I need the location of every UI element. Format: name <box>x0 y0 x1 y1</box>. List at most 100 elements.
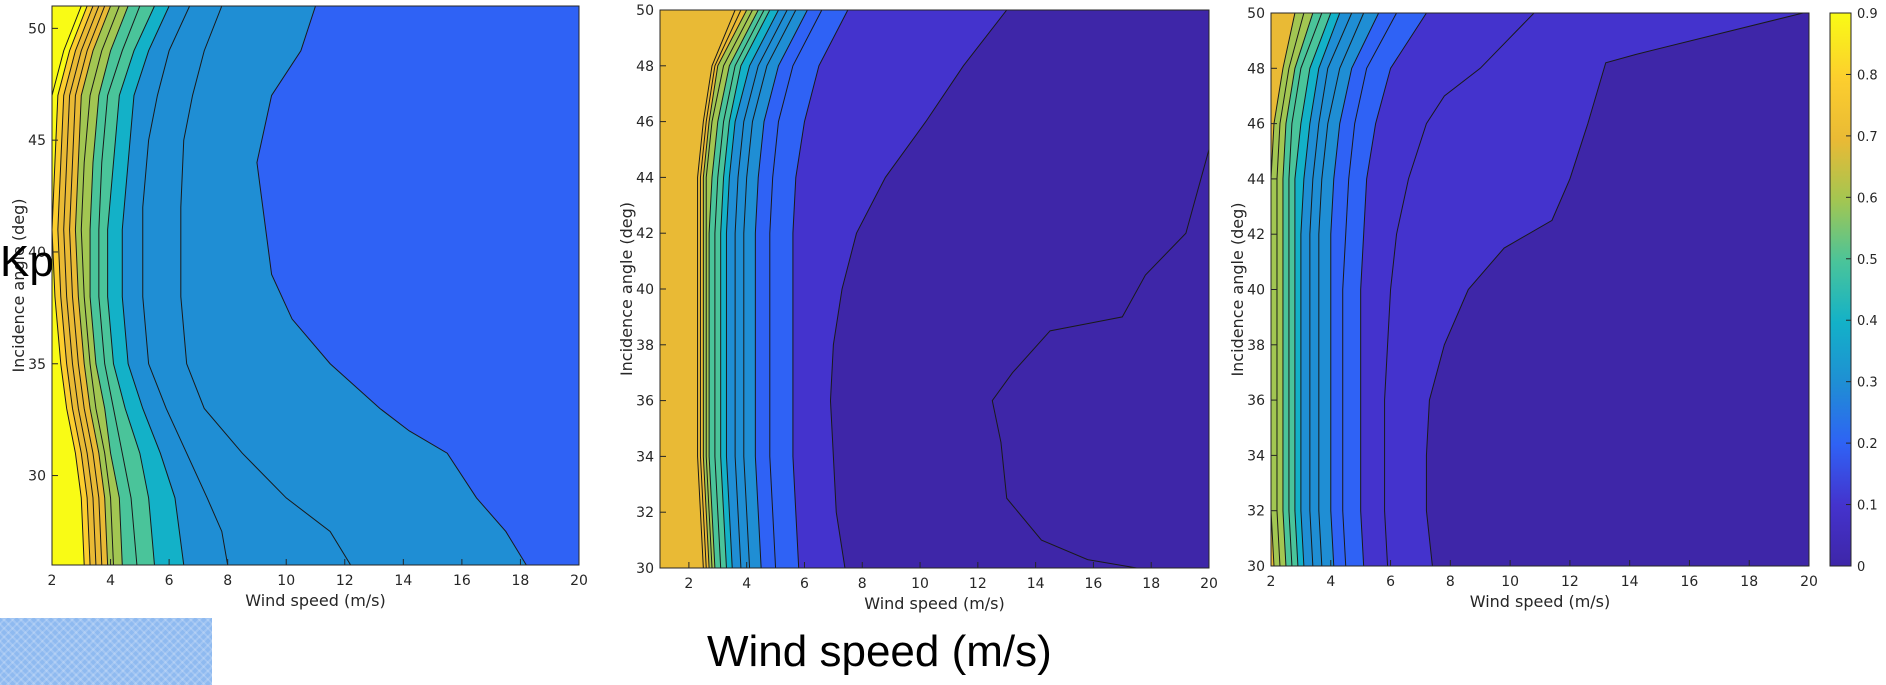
contour-line-0.8 <box>57 6 94 565</box>
contour-line-0.65 <box>702 10 748 568</box>
contour-line-0.85 <box>52 6 88 565</box>
contour-line-0.35 <box>734 10 788 568</box>
contour-line-0.25 <box>256 6 527 565</box>
y-tick-label: 50 <box>28 21 46 37</box>
colorbar-tick-label: 0.5 <box>1857 253 1878 268</box>
y-tick-label: 42 <box>636 226 654 242</box>
contour-line-0.55 <box>708 10 759 568</box>
colorbar-gradient <box>1829 12 1852 567</box>
y-tick-label: 46 <box>1247 117 1265 133</box>
colorbar-tick-label: 0.1 <box>1857 499 1878 514</box>
x-tick-label: 16 <box>453 573 471 589</box>
contour-lines <box>1271 13 1804 566</box>
y-tick-label: 48 <box>1247 61 1265 77</box>
y-axis-label: Incidence angle (deg) <box>9 198 28 372</box>
contour-line-0.3 <box>1318 13 1365 566</box>
contour-line-0.4 <box>121 6 185 565</box>
x-tick-label: 18 <box>1740 574 1758 590</box>
contour-fills <box>660 10 1209 568</box>
colorbar-tick-label: 0.2 <box>1857 437 1878 452</box>
y-tick-label: 36 <box>636 394 654 410</box>
contour-line-0.15 <box>792 10 849 568</box>
x-axis-label: Wind speed (m/s) <box>245 591 386 610</box>
contour-line-0.2 <box>1342 13 1397 566</box>
figure-xlabel: Wind speed (m/s) <box>707 627 1052 676</box>
figure-ylabel-kp: Kp <box>0 237 54 286</box>
contour-line-0.55 <box>89 6 129 565</box>
y-tick-label: 30 <box>1247 559 1265 575</box>
contour-fills <box>52 6 579 565</box>
x-tick-label: 8 <box>1446 574 1455 590</box>
contour-line-0.75 <box>63 6 100 565</box>
contour-line-0.05 <box>1425 13 1804 566</box>
contour-line-0.4 <box>725 10 779 568</box>
contour-band-0.9 <box>52 6 82 565</box>
contour-band-0.85 <box>52 6 88 565</box>
contour-line-0.7 <box>699 10 742 568</box>
x-tick-label: 4 <box>106 573 115 589</box>
contour-line-0.25 <box>1330 13 1380 566</box>
contour-line-0.35 <box>142 6 229 565</box>
colorbar-tick-label: 0.4 <box>1857 314 1878 329</box>
contour-line-0.7 <box>69 6 106 565</box>
x-tick-label: 10 <box>1501 574 1519 590</box>
decorative-tile <box>0 618 212 685</box>
x-tick-label: 8 <box>223 573 232 589</box>
contour-line-0.65 <box>1271 13 1296 566</box>
contour-line-0.25 <box>754 10 808 568</box>
x-tick-label: 10 <box>911 576 929 592</box>
y-tick-label: 35 <box>28 357 46 373</box>
contour-line-0.2 <box>769 10 823 568</box>
y-axis-label: Incidence angle (deg) <box>617 202 636 376</box>
contour-line-0.1 <box>829 10 1008 568</box>
contour-line-0.65 <box>74 6 112 565</box>
contour-plot-panel-2: 2 4 6 8 10 12 14 16 18 203032343638404244464850Wi… <box>617 3 1218 613</box>
contour-line-0.35 <box>1309 13 1353 566</box>
x-tick-label: 16 <box>1085 576 1103 592</box>
x-tick-label: 18 <box>512 573 530 589</box>
x-tick-label: 16 <box>1681 574 1699 590</box>
x-tick-label: 2 <box>684 576 693 592</box>
x-tick-label: 12 <box>1561 574 1579 590</box>
x-tick-label: 4 <box>742 576 751 592</box>
contour-line-0.45 <box>1294 13 1332 566</box>
y-tick-label: 45 <box>28 133 46 149</box>
contour-line-0.45 <box>720 10 771 568</box>
contour-line-0.15 <box>1360 13 1427 566</box>
axes-frame <box>51 5 580 566</box>
contour-line-0.5 <box>98 6 141 565</box>
contour-line-0.4 <box>1300 13 1341 566</box>
y-tick-label: 50 <box>636 3 654 19</box>
x-tick-label: 14 <box>1027 576 1045 592</box>
y-tick-label: 32 <box>636 505 654 521</box>
y-tick-label: 40 <box>1247 283 1265 299</box>
contour-plot-panel-3: 2 4 6 8 10 12 14 16 18 203032343638404244464850Wi… <box>1228 6 1818 611</box>
x-axis-label: Wind speed (m/s) <box>864 594 1005 613</box>
x-tick-label: 20 <box>1800 574 1818 590</box>
contour-fills <box>1271 13 1809 566</box>
contour-line-0.9 <box>52 6 82 565</box>
x-tick-label: 6 <box>165 573 174 589</box>
x-tick-label: 20 <box>570 573 588 589</box>
y-tick-label: 36 <box>1247 393 1265 409</box>
y-tick-label: 32 <box>1247 504 1265 520</box>
x-tick-label: 20 <box>1200 576 1218 592</box>
x-tick-label: 18 <box>1142 576 1160 592</box>
contour-line-0.3 <box>180 6 352 565</box>
x-tick-label: 14 <box>394 573 412 589</box>
x-tick-label: 6 <box>1386 574 1395 590</box>
contour-line-0.45 <box>107 6 155 565</box>
x-tick-label: 2 <box>48 573 57 589</box>
contour-line-0.5 <box>714 10 765 568</box>
x-tick-label: 12 <box>969 576 987 592</box>
colorbar-tick-label: 0.9 <box>1857 7 1878 22</box>
contour-lines <box>697 10 1209 568</box>
x-axis-label: Wind speed (m/s) <box>1470 592 1611 611</box>
y-tick-label: 38 <box>636 338 654 354</box>
x-tick-label: 2 <box>1267 574 1276 590</box>
contour-line-0.1 <box>1384 13 1535 566</box>
colorbar-tick-label: 0.3 <box>1857 376 1878 391</box>
x-tick-label: 8 <box>858 576 867 592</box>
y-tick-label: 48 <box>636 59 654 75</box>
colorbar: 0 0.1 0.2 0.3 0.4 0.5 0.6 0.7 0.8 0.9 <box>1829 7 1878 575</box>
